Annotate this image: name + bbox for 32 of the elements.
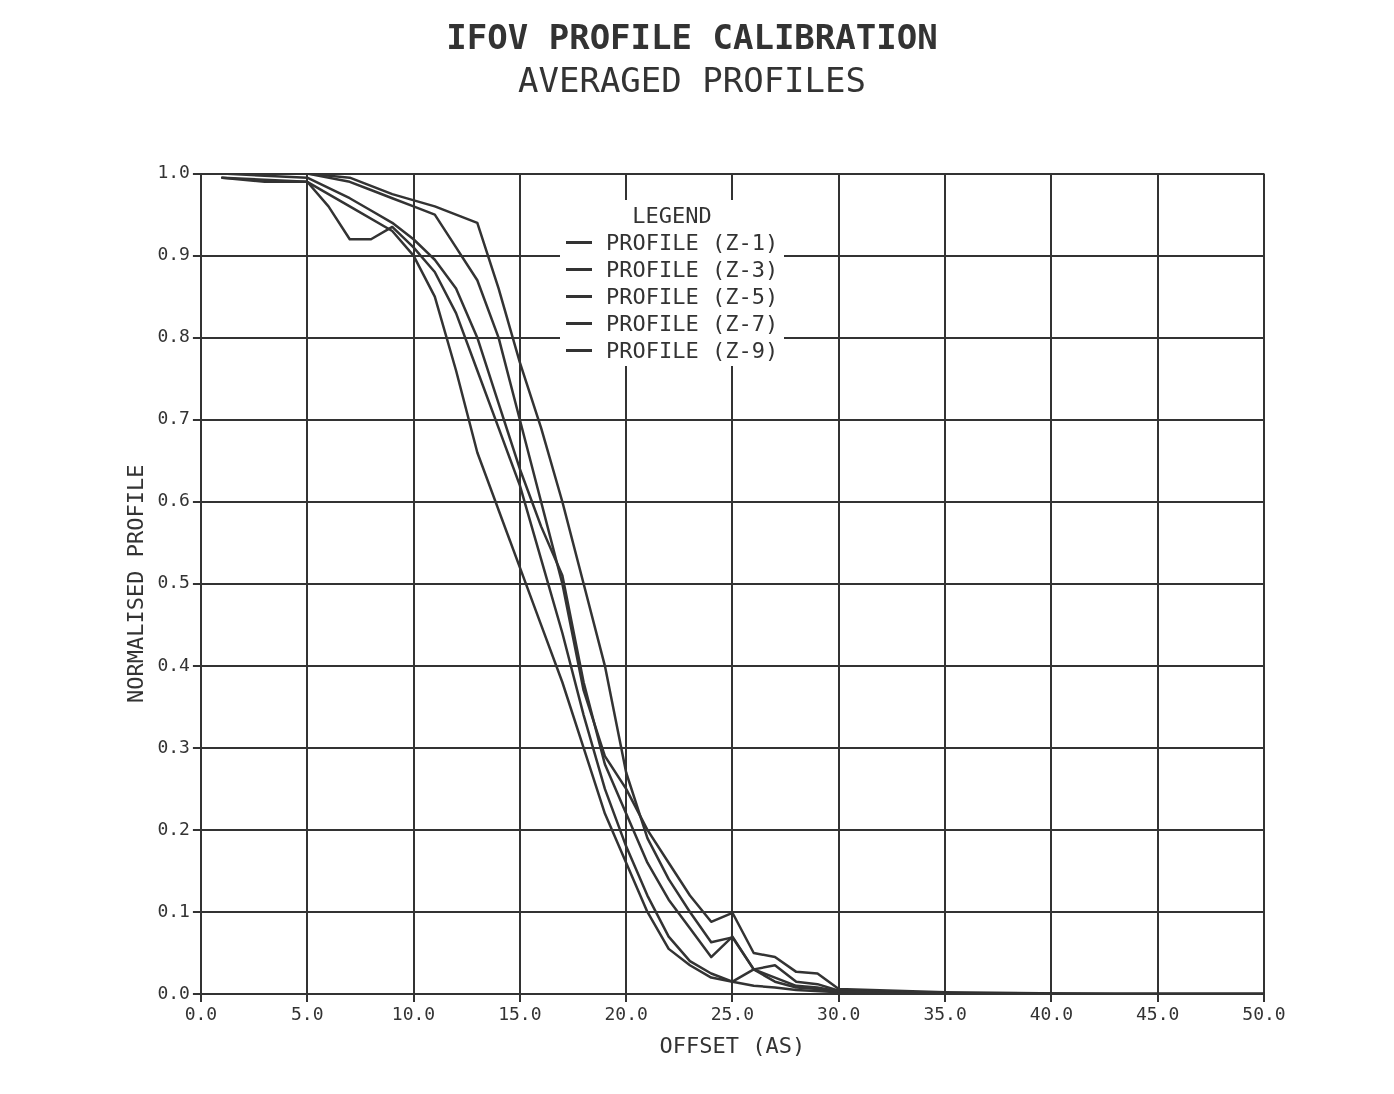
y-tick-label: 0.4 bbox=[157, 653, 190, 675]
x-axis-title: OFFSET (AS) bbox=[659, 1032, 806, 1058]
legend-label: PROFILE (Z-7) bbox=[606, 310, 779, 337]
y-tick-label: 1.0 bbox=[157, 161, 190, 183]
y-axis-title: NORMALISED PROFILE bbox=[122, 464, 148, 704]
y-tick-label: 0.0 bbox=[157, 981, 190, 1003]
x-tick-label: 15.0 bbox=[498, 1003, 542, 1025]
legend-label: PROFILE (Z-9) bbox=[606, 337, 779, 364]
y-tick-label: 0.6 bbox=[157, 489, 190, 511]
y-tick-label: 0.8 bbox=[157, 325, 190, 347]
x-tick-label: 10.0 bbox=[391, 1003, 436, 1025]
y-tick-label: 0.7 bbox=[157, 407, 190, 429]
x-tick-label: 20.0 bbox=[604, 1003, 648, 1025]
x-tick-label: 45.0 bbox=[1136, 1003, 1180, 1025]
legend-label: PROFILE (Z-1) bbox=[606, 229, 779, 256]
legend-title: LEGEND bbox=[631, 202, 713, 229]
x-tick-label: 0.0 bbox=[184, 1003, 218, 1025]
y-tick-label: 0.1 bbox=[157, 899, 190, 921]
x-tick-label: 25.0 bbox=[710, 1003, 755, 1025]
x-tick-label: 40.0 bbox=[1029, 1003, 1074, 1025]
x-tick-label: 30.0 bbox=[817, 1003, 861, 1025]
x-tick-label: 50.0 bbox=[1242, 1003, 1286, 1025]
y-tick-label: 0.3 bbox=[157, 735, 190, 757]
x-tick-label: 5.0 bbox=[290, 1003, 324, 1025]
chart-subtitle: AVERAGED PROFILES bbox=[518, 60, 866, 101]
legend-label: PROFILE (Z-3) bbox=[606, 256, 779, 283]
legend-label: PROFILE (Z-5) bbox=[606, 283, 779, 310]
x-tick-label: 35.0 bbox=[923, 1003, 967, 1025]
y-tick-label: 0.2 bbox=[157, 817, 190, 839]
chart-title: IFOV PROFILE CALIBRATION bbox=[446, 17, 938, 58]
y-tick-label: 0.9 bbox=[157, 243, 190, 265]
y-tick-label: 0.5 bbox=[157, 571, 190, 593]
